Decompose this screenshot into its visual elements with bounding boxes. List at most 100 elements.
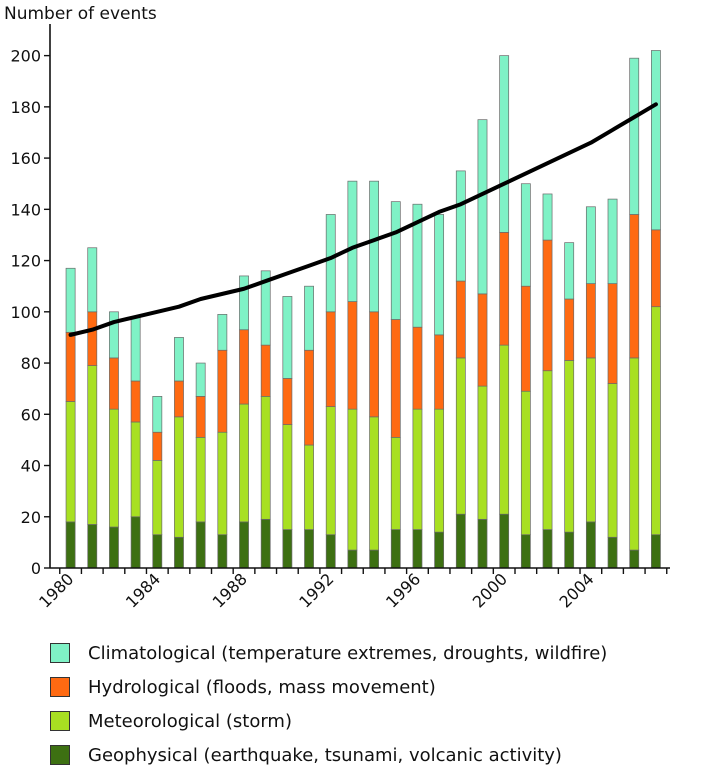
bar-1-1993: [347, 408, 358, 551]
bar-2-2006: [629, 214, 640, 359]
bar-3-1991: [304, 285, 314, 351]
y-tick-label-60: 60: [21, 405, 41, 424]
bar-2-1997: [434, 334, 445, 410]
bar-2-1989: [260, 344, 271, 397]
bar-0-1982: [109, 526, 119, 569]
y-tick-label-160: 160: [10, 149, 41, 168]
bar-3-2002: [542, 193, 553, 241]
bar-2-1999: [477, 293, 488, 387]
bar-2-2000: [499, 232, 510, 346]
bar-3-1997: [434, 214, 445, 336]
bar-3-1984: [152, 396, 163, 433]
bar-3-1980: [65, 267, 76, 333]
bar-0-1999: [477, 518, 488, 569]
bar-2-1988: [239, 329, 249, 405]
bar-2-2002: [542, 239, 553, 372]
bar-1-2000: [499, 344, 510, 515]
legend: Climatological (temperature extremes, dr…: [50, 636, 607, 772]
y-axis-title: Number of events: [4, 4, 157, 24]
bar-1-1984: [152, 460, 163, 536]
bar-3-1981: [87, 247, 98, 313]
bar-1-1998: [455, 357, 466, 515]
bar-0-1998: [455, 513, 466, 569]
bar-2-1983: [130, 380, 141, 423]
y-tick-label-120: 120: [10, 252, 41, 271]
bar-1-1996: [412, 408, 423, 530]
bar-3-1994: [369, 180, 379, 313]
bar-1-1982: [109, 408, 119, 528]
y-tick-label-40: 40: [21, 457, 41, 476]
bar-1-1981: [87, 365, 98, 525]
x-tick-label-1992: 1992: [295, 569, 337, 611]
bar-2-1986: [195, 396, 206, 438]
bar-2-1985: [174, 380, 184, 418]
bar-2-1987: [217, 349, 228, 433]
bar-1-1994: [369, 416, 379, 551]
bar-3-1993: [347, 180, 358, 302]
bar-0-1984: [152, 534, 163, 569]
bar-1-2007: [651, 306, 661, 536]
bar-3-2006: [629, 57, 640, 215]
bar-0-2004: [585, 521, 596, 569]
bar-2-1998: [455, 280, 466, 359]
bar-2-1991: [304, 349, 314, 446]
bar-0-1986: [195, 521, 206, 569]
bar-1-1995: [390, 436, 401, 530]
bar-2-1984: [152, 431, 163, 461]
trend-line: [68, 102, 658, 337]
bar-3-1990: [282, 296, 293, 379]
legend-label-climatological: Climatological (temperature extremes, dr…: [88, 642, 608, 664]
bar-0-2005: [607, 536, 618, 569]
y-tick-label-80: 80: [21, 354, 41, 373]
bar-1-2002: [542, 370, 553, 530]
bar-3-1982: [109, 311, 119, 359]
bar-3-1989: [260, 270, 271, 346]
bar-2-1993: [347, 301, 358, 410]
bar-0-1992: [325, 534, 336, 569]
bar-0-2002: [542, 529, 553, 569]
bar-2-1994: [369, 311, 379, 418]
bar-1-1985: [174, 416, 184, 538]
bar-3-1998: [455, 170, 466, 282]
bar-0-1997: [434, 531, 445, 569]
bar-2-1980: [65, 331, 76, 402]
bar-0-2000: [499, 513, 510, 569]
legend-label-hydrological: Hydrological (floods, mass movement): [88, 676, 436, 698]
bar-2-2005: [607, 283, 618, 384]
legend-label-geophysical: Geophysical (earthquake, tsunami, volcan…: [88, 744, 562, 766]
bar-0-1995: [390, 529, 401, 569]
bar-2-2003: [564, 298, 575, 361]
bar-3-2005: [607, 198, 618, 284]
bar-2-2001: [520, 285, 531, 392]
legend-swatch-geophysical: [50, 745, 70, 765]
legend-item-climatological: Climatological (temperature extremes, dr…: [50, 636, 607, 670]
bar-1-1999: [477, 385, 488, 520]
bar-0-1981: [87, 524, 98, 569]
legend-item-hydrological: Hydrological (floods, mass movement): [50, 670, 607, 704]
y-tick-label-180: 180: [10, 98, 41, 117]
bar-1-1986: [195, 436, 206, 523]
bar-3-1988: [239, 275, 249, 331]
legend-swatch-hydrological: [50, 677, 70, 697]
bar-0-1991: [304, 529, 314, 569]
bar-1-1992: [325, 406, 336, 536]
bar-2-2004: [585, 283, 596, 359]
bar-0-2006: [629, 549, 640, 569]
bar-3-2003: [564, 242, 575, 300]
bar-1-1989: [260, 396, 271, 520]
bar-0-2003: [564, 531, 575, 569]
bar-3-1992: [325, 214, 336, 313]
y-tick-label-0: 0: [31, 559, 41, 578]
bar-0-1993: [347, 549, 358, 569]
bar-1-1997: [434, 408, 445, 533]
bar-0-1987: [217, 534, 228, 569]
bar-0-1985: [174, 536, 184, 569]
bar-3-1986: [195, 362, 206, 397]
bar-3-1996: [412, 203, 423, 328]
bar-1-1991: [304, 444, 314, 530]
bar-3-2001: [520, 183, 531, 287]
legend-item-meteorological: Meteorological (storm): [50, 704, 607, 738]
y-tick-label-140: 140: [10, 200, 41, 219]
bar-1-2004: [585, 357, 596, 523]
